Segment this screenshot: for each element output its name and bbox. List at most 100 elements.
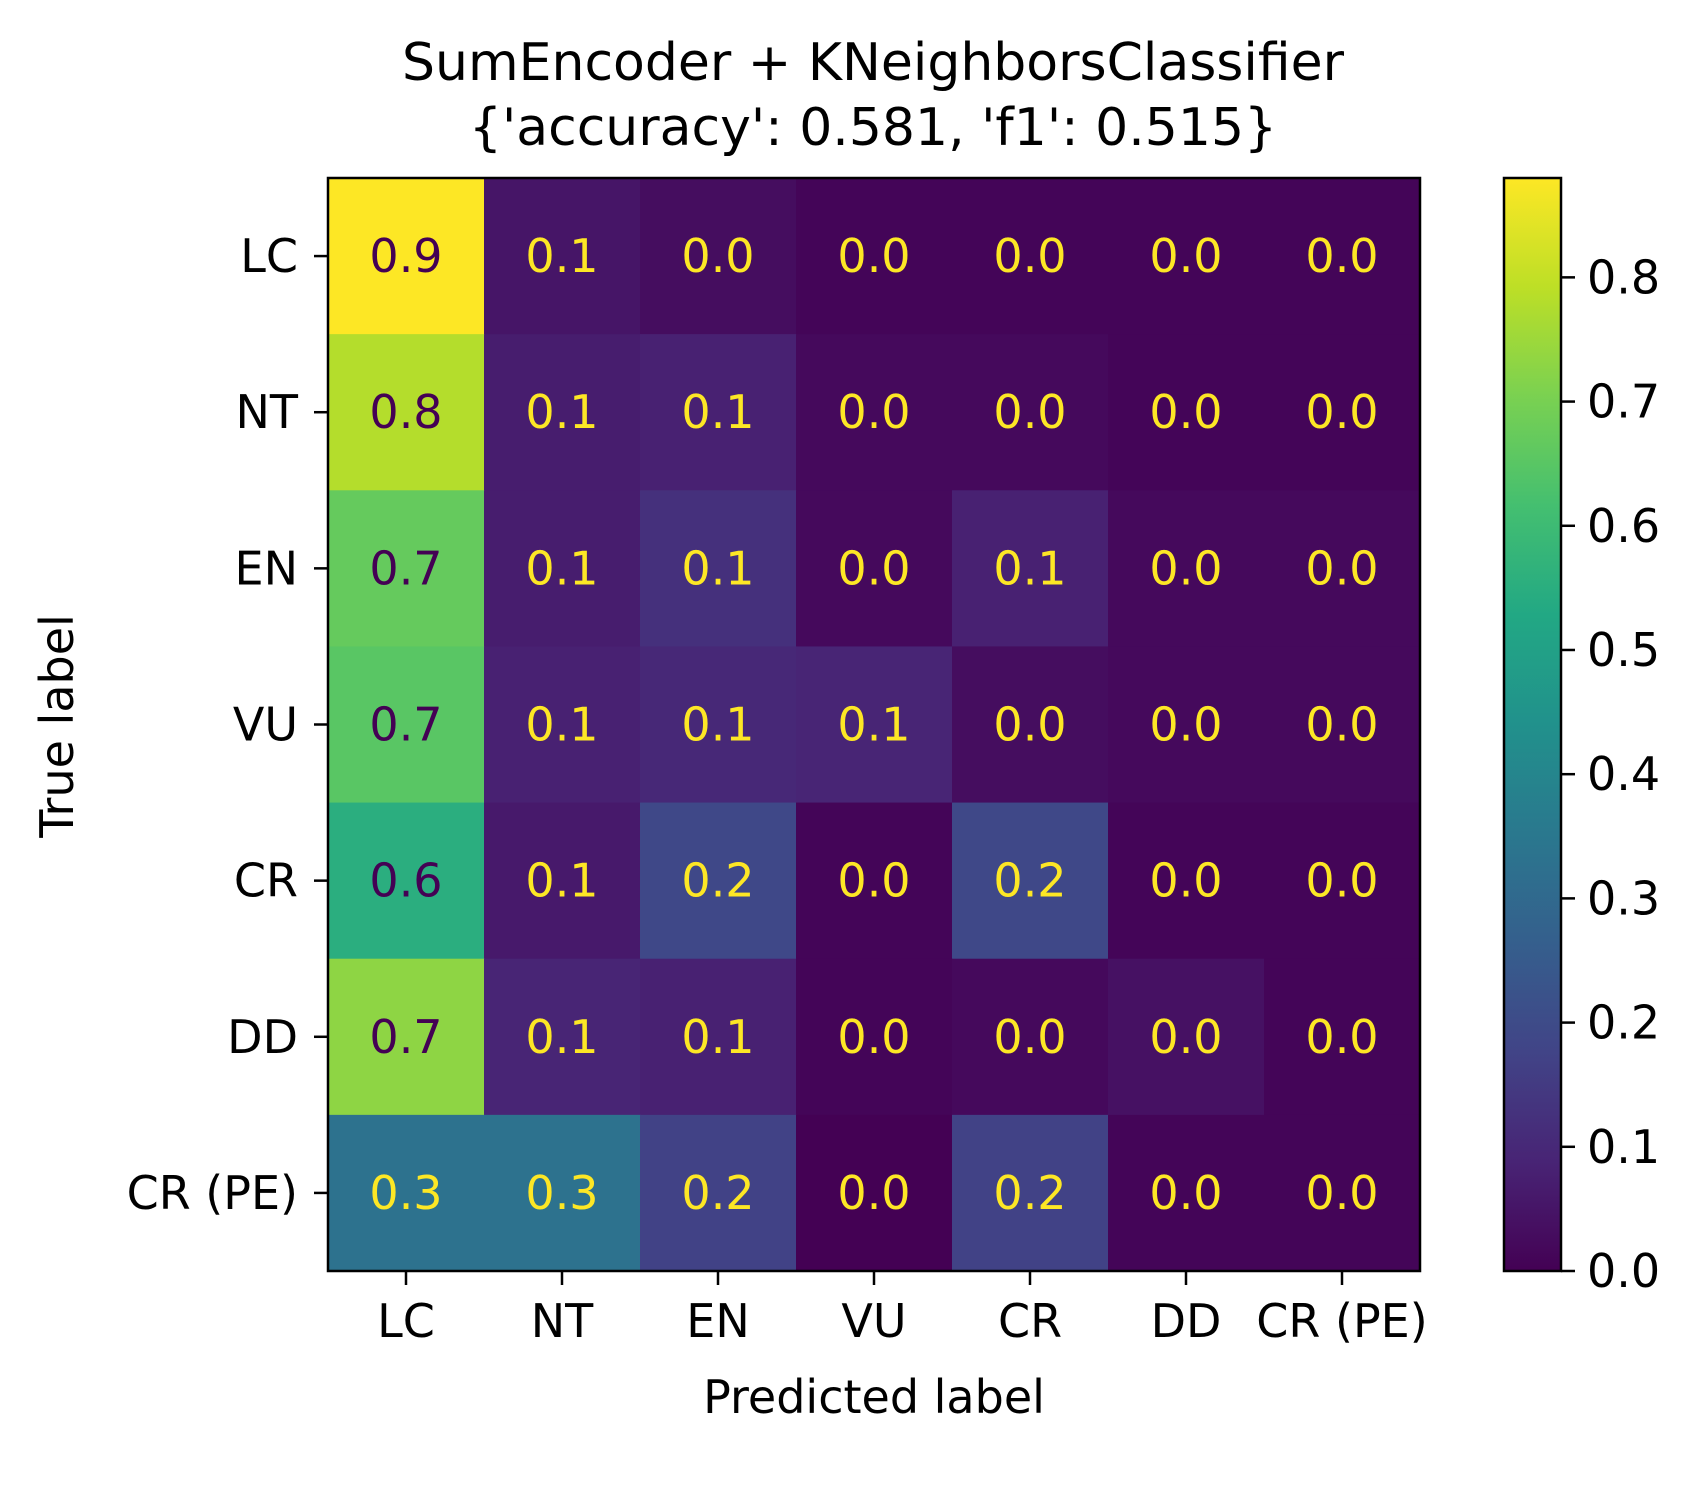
cell-value-label: 0.1	[681, 1010, 754, 1064]
cell-value-label: 0.9	[369, 229, 442, 283]
cell-value-label: 0.0	[837, 385, 910, 439]
heatmap-cell	[640, 958, 797, 1116]
cell-value-label: 0.0	[837, 229, 910, 283]
cell-value-label: 0.0	[1149, 229, 1222, 283]
cell-value-label: 0.1	[525, 854, 598, 908]
heatmap-cell	[484, 1114, 641, 1272]
cell-value-label: 0.6	[369, 854, 442, 908]
cell-value-label: 0.1	[681, 385, 754, 439]
heatmap-cell	[1264, 334, 1421, 491]
cell-value-label: 0.0	[1305, 385, 1378, 439]
heatmap-cell	[640, 1114, 797, 1272]
colorbar	[1504, 178, 1561, 1271]
heatmap-cell	[1264, 802, 1421, 960]
cell-value-label: 0.7	[369, 1010, 442, 1064]
y-tick-label: LC	[240, 229, 298, 283]
heatmap-cell	[328, 646, 485, 804]
heatmap-cell	[640, 646, 797, 804]
cell-value-label: 0.0	[993, 229, 1066, 283]
y-tick-label: EN	[235, 541, 298, 595]
heatmap-cell	[796, 958, 953, 1116]
colorbar-tick-label: 0.7	[1587, 375, 1660, 429]
heatmap-cell	[640, 334, 797, 491]
heatmap-cell	[1264, 1114, 1421, 1272]
cell-value-label: 0.3	[525, 1166, 598, 1220]
heatmap-cell	[796, 178, 953, 335]
cell-value-label: 0.0	[1305, 1010, 1378, 1064]
heatmap-cell	[952, 178, 1109, 335]
y-axis-ticks: LC NT EN VU CR DD CR (PE)	[127, 229, 328, 1220]
cell-value-label: 0.0	[837, 1010, 910, 1064]
heatmap-cell	[484, 178, 641, 335]
heatmap-cell	[328, 802, 485, 960]
cell-value-label: 0.2	[993, 854, 1066, 908]
chart-subtitle: {'accuracy': 0.581, 'f1': 0.515}	[469, 98, 1277, 158]
cell-value-label: 0.0	[1149, 854, 1222, 908]
heatmap-cell	[1264, 646, 1421, 804]
heatmap-cell	[328, 1114, 485, 1272]
heatmap-cells	[328, 178, 1421, 1272]
cell-value-label: 0.3	[369, 1166, 442, 1220]
heatmap-cell	[1264, 958, 1421, 1116]
heatmap-cell	[1108, 958, 1265, 1116]
colorbar-frame	[1502, 176, 1563, 1273]
y-tick-label: CR	[234, 854, 298, 908]
y-axis-label: True label	[30, 614, 84, 839]
x-tick-label: DD	[1151, 1294, 1222, 1348]
heatmap-cell	[952, 334, 1109, 491]
colorbar-tick-label: 0.8	[1587, 250, 1660, 304]
heatmap-cell	[796, 646, 953, 804]
colorbar-ticks: 0.0 0.1 0.2 0.3 0.4 0.5 0.6 0.7 0.8	[1561, 250, 1660, 1298]
heatmap-cell	[1108, 646, 1265, 804]
cell-value-label: 0.0	[1149, 385, 1222, 439]
heatmap-cell	[1108, 334, 1265, 491]
cell-value-label: 0.0	[1305, 229, 1378, 283]
cell-value-label: 0.0	[837, 854, 910, 908]
heatmap-cell	[952, 646, 1109, 804]
heatmap-cell	[640, 490, 797, 648]
heatmap-cell	[796, 490, 953, 648]
x-tick-label: EN	[686, 1294, 749, 1348]
cell-value-label: 0.1	[837, 698, 910, 752]
heatmap-cell	[1108, 490, 1265, 648]
cell-value-label: 0.2	[681, 1166, 754, 1220]
cell-value-label: 0.0	[993, 1010, 1066, 1064]
heatmap-cell	[640, 178, 797, 335]
heatmap-cell	[796, 334, 953, 491]
colorbar-tick-label: 0.1	[1587, 1120, 1660, 1174]
cell-value-label: 0.7	[369, 541, 442, 595]
x-axis-label: Predicted label	[703, 1370, 1045, 1424]
cell-value-label: 0.1	[681, 698, 754, 752]
heatmap-cell	[1264, 490, 1421, 648]
heatmap-cell	[952, 958, 1109, 1116]
cell-value-label: 0.7	[369, 698, 442, 752]
y-tick-label: DD	[227, 1010, 298, 1064]
cell-value-label: 0.2	[993, 1166, 1066, 1220]
cell-value-label: 0.1	[525, 541, 598, 595]
cell-value-label: 0.0	[993, 698, 1066, 752]
cell-value-label: 0.0	[1149, 1166, 1222, 1220]
x-tick-label: LC	[377, 1294, 435, 1348]
heatmap-cell	[328, 178, 485, 335]
colorbar-tick-label: 0.3	[1587, 871, 1660, 925]
heatmap-cell	[1108, 1114, 1265, 1272]
heatmap-cell	[328, 490, 485, 648]
heatmap-cell	[484, 958, 641, 1116]
heatmap-cell	[484, 334, 641, 491]
cell-value-label: 0.0	[1305, 698, 1378, 752]
y-tick-label: VU	[233, 698, 298, 752]
x-tick-label: NT	[531, 1294, 594, 1348]
colorbar-tick-label: 0.4	[1587, 747, 1660, 801]
chart-title: SumEncoder + KNeighborsClassifier	[402, 33, 1345, 93]
y-tick-label: CR (PE)	[127, 1166, 298, 1220]
cell-value-label: 0.0	[1305, 1166, 1378, 1220]
cell-value-label: 0.1	[525, 229, 598, 283]
heatmap-cell	[796, 1114, 953, 1272]
cell-value-label: 0.1	[525, 698, 598, 752]
heatmap-cell	[640, 802, 797, 960]
x-tick-label: VU	[841, 1294, 906, 1348]
colorbar-tick-label: 0.2	[1587, 996, 1660, 1050]
heatmap-cell	[1108, 178, 1265, 335]
cell-value-label: 0.0	[993, 385, 1066, 439]
